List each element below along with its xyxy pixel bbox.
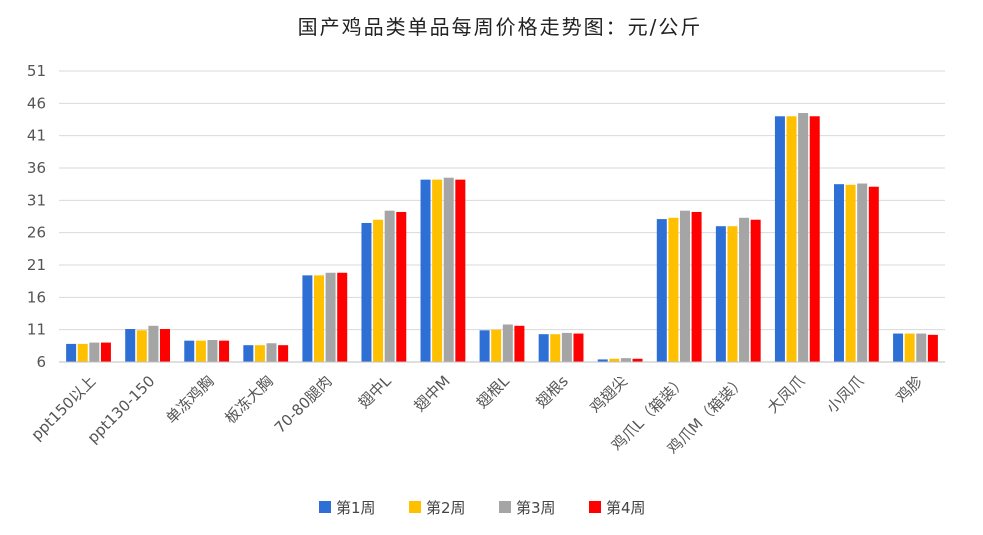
legend-label: 第1周 [336,499,376,517]
legend-swatch [589,501,601,513]
bar [774,116,785,363]
bar [550,334,561,362]
legend-swatch [499,501,511,513]
bar [325,272,336,362]
bar [573,333,584,362]
bar [538,334,549,362]
x-category-label: 翅根L [473,372,513,412]
y-axis-tick-labels: 6 11 16 21 26 31 36 41 46 51 [27,62,46,371]
bar [656,219,667,362]
y-tick-label: 6 [36,353,46,371]
bars [66,113,938,363]
x-category-label: 鸡翅尖 [586,372,631,417]
x-category-label: 翅中L [355,372,395,412]
bar [857,183,868,362]
bar [514,325,525,362]
bar [845,184,856,362]
bar [254,345,265,362]
bar [89,342,100,362]
x-category-label: 翅根s [532,372,572,412]
bar [680,210,690,362]
bar [219,340,230,362]
bar [184,340,195,362]
x-category-label: 小凤爪 [823,372,868,417]
bar [396,211,407,362]
bar [904,333,915,362]
bar [443,177,454,362]
chart-title: 国产鸡品类单品每周价格走势图：元/公斤 [298,15,703,39]
bar [798,113,809,362]
x-category-label: 鸡胗 [892,372,926,406]
bar [160,329,170,362]
bar [432,179,443,362]
legend-label: 第3周 [516,499,556,517]
bar [561,332,572,362]
legend-swatch [319,501,331,513]
bar [809,116,820,363]
bar [302,275,313,362]
bar [786,116,797,363]
bar [148,325,159,362]
bar [750,219,761,362]
y-tick-label: 51 [27,62,46,80]
bar [668,217,679,362]
bar [337,272,348,362]
bar [893,333,904,362]
bar [834,184,844,362]
bar [691,211,702,362]
bar [632,358,643,362]
x-category-label: 翅中M [411,372,454,415]
bar [597,359,608,362]
bar [455,179,466,362]
bar [243,345,254,362]
bar [927,334,938,362]
x-category-label: 板冻大胸 [221,372,276,427]
y-tick-label: 16 [27,288,46,306]
bar [479,330,490,362]
y-tick-label: 11 [27,321,46,339]
bar [207,340,218,362]
legend-label: 第2周 [426,499,466,517]
bar [727,226,738,362]
bar [361,222,372,362]
bar [420,179,431,362]
y-tick-label: 21 [27,256,46,274]
y-tick-label: 31 [27,191,46,209]
y-tick-label: 26 [27,224,46,242]
bar [77,343,88,362]
bar [136,330,147,362]
x-category-label: 70-80腿肉 [271,372,336,437]
grid-lines [59,70,945,331]
bar [125,329,136,362]
bar [373,219,384,362]
x-category-label: 大凤爪 [764,372,809,417]
bar [916,333,927,362]
y-tick-label: 41 [27,127,46,145]
bar [609,358,620,362]
y-tick-label: 36 [27,159,46,177]
bar [266,343,277,362]
bar [739,217,750,362]
bar [620,358,631,362]
bar [491,329,502,362]
legend-swatch [409,501,421,513]
legend: 第1周 第2周 第3周 第4周 [319,499,646,517]
bar [278,345,289,362]
bar [195,340,206,362]
bar [384,210,395,362]
bar [100,342,111,362]
bar [314,275,324,362]
bar [502,324,513,362]
y-tick-label: 46 [27,94,46,112]
x-category-label: 单冻鸡胸 [162,372,217,427]
legend-label: 第4周 [606,499,646,517]
bar [868,186,879,362]
bar [66,343,77,362]
bar [715,226,726,362]
